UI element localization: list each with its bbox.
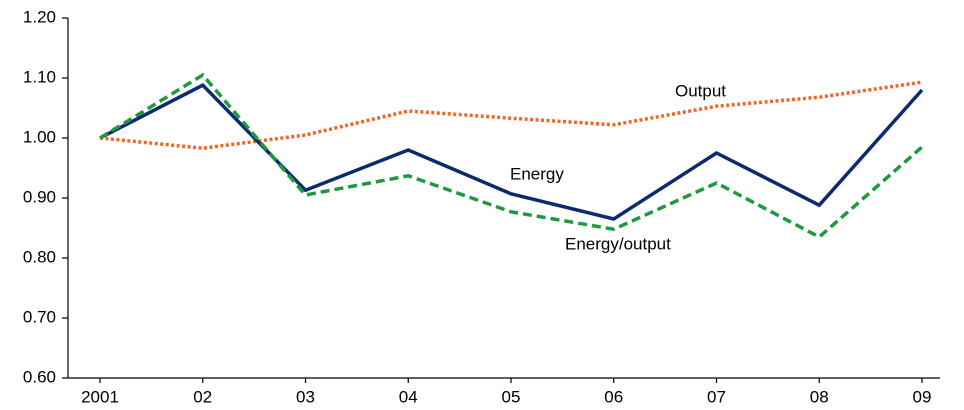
series-label: Energy — [510, 164, 564, 183]
x-tick-label: 06 — [604, 387, 623, 406]
x-tick-label: 02 — [193, 387, 212, 406]
series-label: Energy/output — [565, 234, 671, 253]
x-tick-label: 2001 — [81, 387, 119, 406]
x-tick-label: 09 — [913, 387, 932, 406]
y-tick-label: 0.70 — [23, 307, 56, 326]
x-tick-label: 03 — [296, 387, 315, 406]
y-tick-label: 1.20 — [23, 7, 56, 26]
x-tick-label: 07 — [707, 387, 726, 406]
x-tick-label: 08 — [810, 387, 829, 406]
y-tick-label: 1.10 — [23, 67, 56, 86]
y-tick-label: 0.90 — [23, 187, 56, 206]
series-line — [99, 80, 923, 150]
series-line — [99, 83, 924, 221]
x-tick-label: 04 — [399, 387, 418, 406]
series-line — [99, 72, 924, 240]
series-label: Output — [675, 81, 726, 100]
x-tick-label: 05 — [502, 387, 521, 406]
y-tick-label: 0.80 — [23, 247, 56, 266]
y-tick-label: 1.00 — [23, 127, 56, 146]
y-tick-label: 0.60 — [23, 367, 56, 386]
